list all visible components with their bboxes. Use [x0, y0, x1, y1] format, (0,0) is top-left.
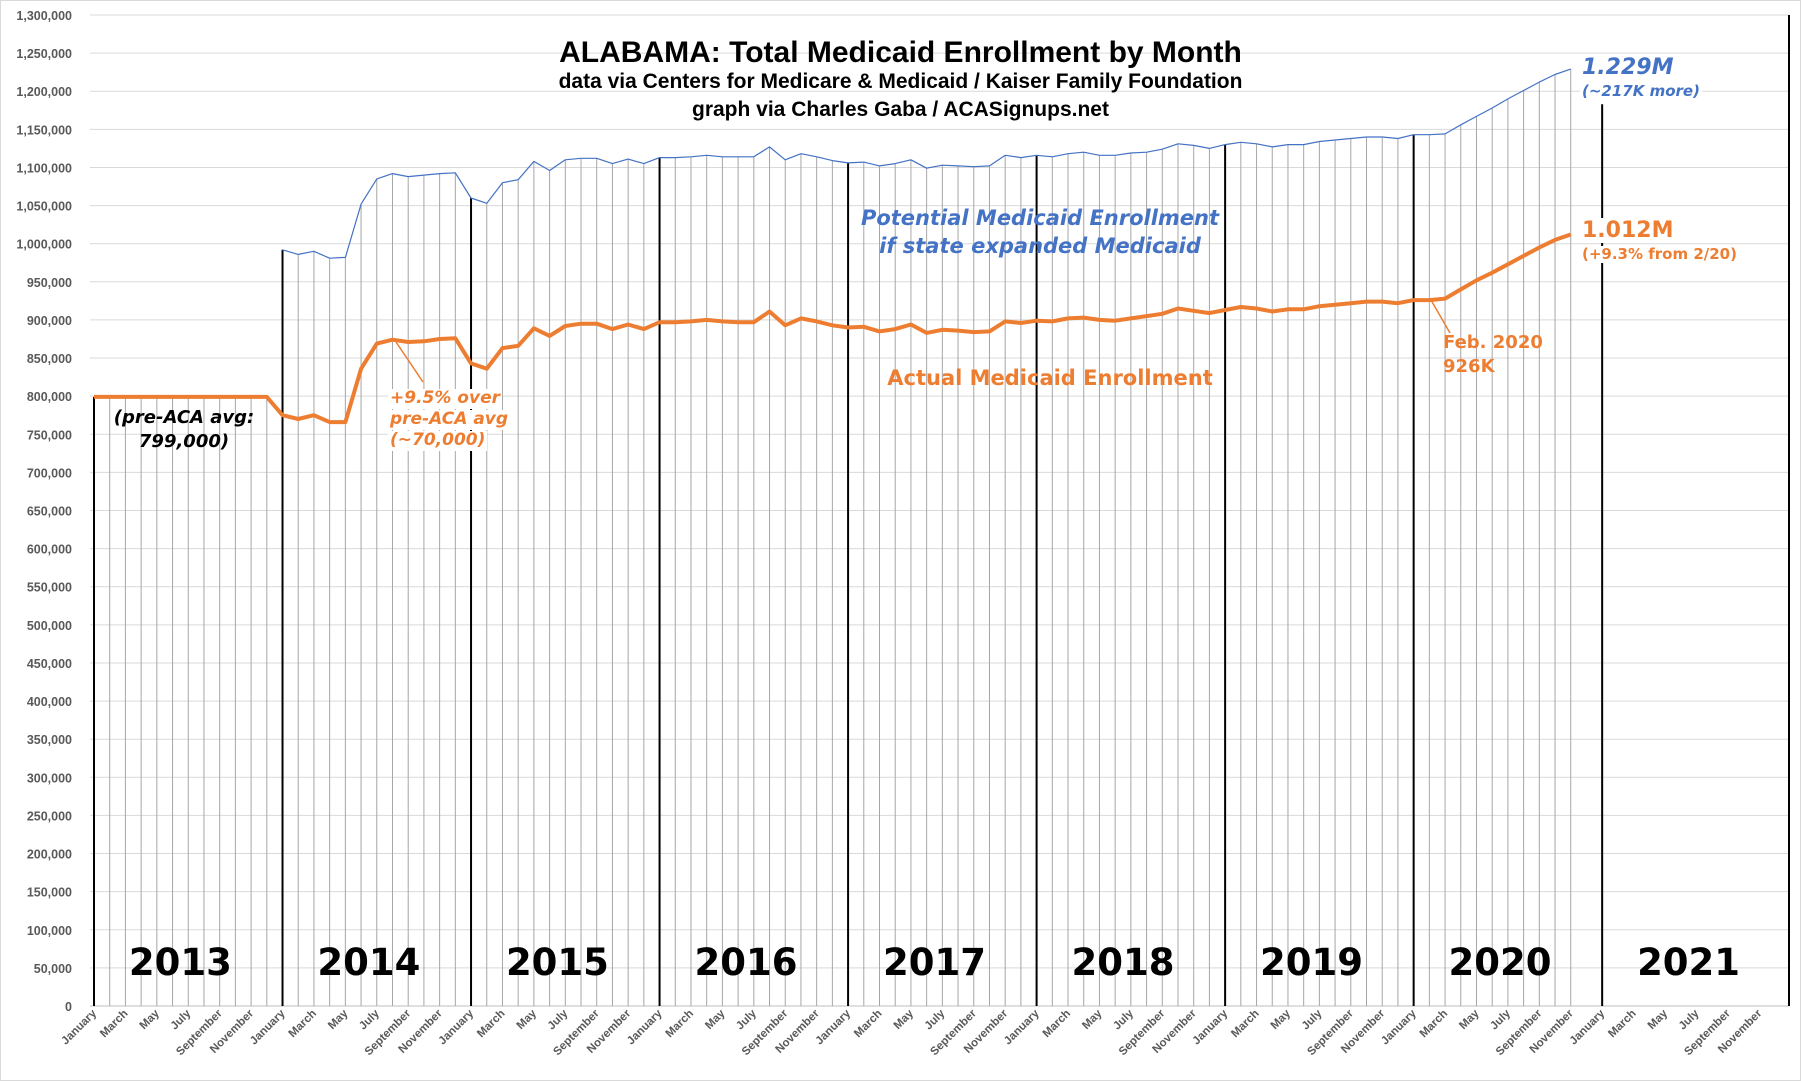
y-tick-label: 250,000 [27, 809, 72, 823]
x-tick-label: May [1646, 1007, 1671, 1032]
x-tick-label: January [625, 1007, 665, 1047]
x-tick-label: July [1300, 1007, 1325, 1032]
y-tick-label: 800,000 [27, 390, 72, 404]
actual-end-sublabel: (+9.3% from 2/20) [1580, 245, 1739, 264]
y-tick-label: 450,000 [27, 657, 72, 671]
year-label: 2014 [317, 941, 420, 984]
year-label: 2019 [1260, 941, 1363, 984]
x-tick-label: July [169, 1007, 194, 1032]
feb2020-label-line2: 926K [1443, 356, 1495, 377]
x-tick-label: March [1606, 1008, 1638, 1040]
x-tick-label: July [1111, 1007, 1136, 1032]
pre-aca-label-line1: (pre-ACA avg: [113, 407, 255, 428]
x-tick-label: March [1229, 1008, 1261, 1040]
actual-end-label: 1.012M [1580, 218, 1676, 244]
y-tick-label: 650,000 [27, 505, 72, 519]
chart-subtitle-credit: graph via Charles Gaba / ACASignups.net [692, 98, 1109, 121]
year-label: 2018 [1072, 941, 1175, 984]
x-tick-label: January [248, 1007, 288, 1047]
feb2020-label-line1: Feb. 2020 [1443, 332, 1543, 353]
year-label: 2013 [129, 941, 232, 984]
x-tick-label: January [1379, 1007, 1419, 1047]
x-tick-label: July [1677, 1007, 1702, 1032]
increase-2014-label-line3: (~70,000) [388, 430, 488, 451]
y-tick-label: 550,000 [27, 581, 72, 595]
x-tick-label: May [138, 1007, 163, 1032]
x-tick-label: March [664, 1008, 696, 1040]
potential-series-label-line1: Potential Medicaid Enrollment [860, 206, 1220, 230]
x-tick-label: May [326, 1007, 351, 1032]
x-tick-label: May [515, 1007, 540, 1032]
y-tick-label: 350,000 [27, 733, 72, 747]
y-tick-label: 1,250,000 [16, 47, 72, 61]
y-tick-label: 1,100,000 [16, 161, 72, 175]
x-tick-label: January [1191, 1007, 1231, 1047]
y-tick-label: 150,000 [27, 886, 72, 900]
y-tick-label: 100,000 [27, 924, 72, 938]
y-tick-label: 1,150,000 [16, 123, 72, 137]
x-tick-label: July [1488, 1007, 1513, 1032]
y-tick-label: 1,050,000 [16, 200, 72, 214]
x-tick-label: March [1041, 1008, 1073, 1040]
y-tick-label: 1,200,000 [16, 85, 72, 99]
year-label: 2021 [1637, 941, 1740, 984]
chart-subtitle-source: data via Centers for Medicare & Medicaid… [558, 70, 1243, 93]
y-tick-label: 900,000 [27, 314, 72, 328]
feb2020-leader-line [1430, 299, 1451, 334]
x-tick-label: March [475, 1008, 507, 1040]
x-tick-label: March [98, 1008, 130, 1040]
potential-series-label-line2: if state expanded Medicaid [879, 234, 1201, 258]
y-tick-label: 400,000 [27, 695, 72, 709]
x-tick-label: May [892, 1007, 917, 1032]
x-tick-label: January [1568, 1007, 1608, 1047]
y-tick-label: 700,000 [27, 466, 72, 480]
y-tick-label: 300,000 [27, 771, 72, 785]
actual-series-label: Actual Medicaid Enrollment [887, 366, 1213, 390]
x-tick-label: January [1002, 1007, 1042, 1047]
potential-end-sublabel: (~217K more) [1580, 82, 1702, 101]
chart-title: ALABAMA: Total Medicaid Enrollment by Mo… [559, 36, 1242, 69]
increase-2014-label-line1: +9.5% over [388, 388, 502, 409]
pre-aca-label-line2: 799,000) [138, 431, 230, 452]
x-tick-label: July [546, 1007, 571, 1032]
year-label: 2016 [694, 941, 797, 984]
increase-2014-leader-line [395, 341, 424, 383]
x-tick-label: July [734, 1007, 759, 1032]
x-tick-label: May [1269, 1007, 1294, 1032]
y-tick-label: 200,000 [27, 848, 72, 862]
year-label: 2017 [883, 941, 986, 984]
y-tick-label: 0 [65, 1000, 72, 1014]
year-label: 2015 [506, 941, 609, 984]
x-tick-label: March [852, 1008, 884, 1040]
increase-2014-label-line2: pre-ACA avg [388, 409, 511, 430]
potential-end-label: 1.229M [1580, 55, 1676, 81]
y-tick-label: 950,000 [27, 276, 72, 290]
x-tick-label: July [923, 1007, 948, 1032]
y-tick-label: 1,000,000 [16, 238, 72, 252]
x-tick-label: May [1457, 1007, 1482, 1032]
y-tick-label: 1,300,000 [16, 9, 72, 23]
x-tick-label: May [703, 1007, 728, 1032]
x-tick-label: January [436, 1007, 476, 1047]
y-tick-label: 600,000 [27, 543, 72, 557]
y-tick-label: 850,000 [27, 352, 72, 366]
x-tick-label: January [814, 1007, 854, 1047]
y-tick-label: 50,000 [34, 962, 72, 976]
x-tick-label: May [1080, 1007, 1105, 1032]
x-tick-label: July [357, 1007, 382, 1032]
x-tick-label: March [1418, 1008, 1450, 1040]
y-tick-label: 750,000 [27, 428, 72, 442]
year-label: 2020 [1449, 941, 1552, 984]
y-tick-label: 500,000 [27, 619, 72, 633]
x-tick-label: March [287, 1008, 319, 1040]
